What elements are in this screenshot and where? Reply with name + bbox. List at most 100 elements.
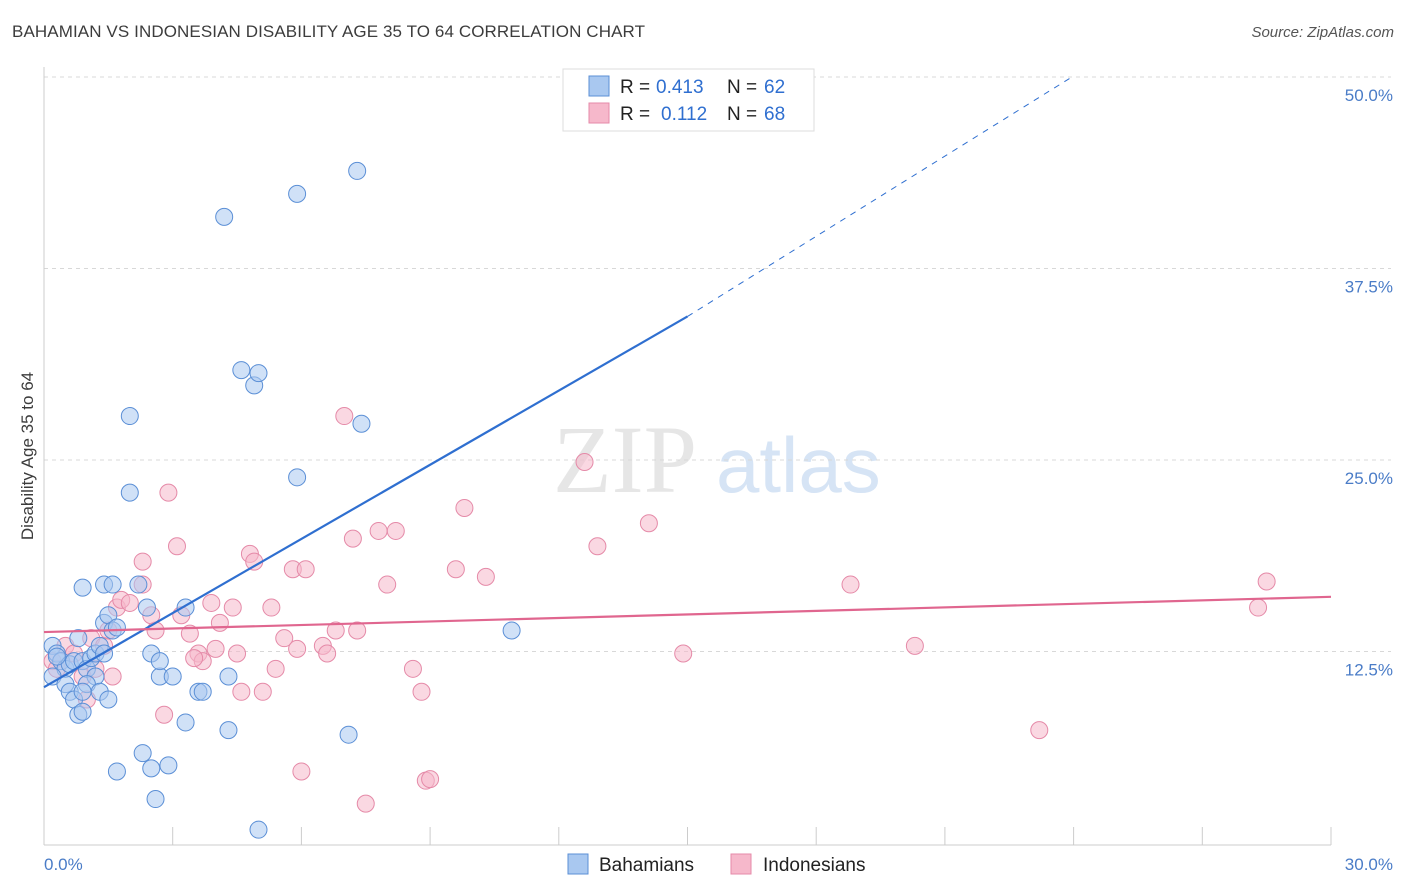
indonesian-point: [348, 621, 367, 640]
indonesian-point: [296, 560, 315, 579]
legend-r-label-2: R =: [620, 104, 650, 125]
trend-lines: [43, 75, 1332, 689]
legend-r-label-1: R =: [620, 77, 650, 98]
bottom-legend-swatch-bahamians: [567, 853, 589, 875]
indonesian-point: [202, 593, 221, 612]
indonesian-point: [146, 621, 165, 640]
bottom-legend-bahamians: Bahamians: [599, 855, 694, 876]
indonesian-point: [133, 552, 152, 571]
bahamian-point: [339, 725, 358, 744]
bahamian-point: [249, 364, 268, 383]
bahamian-point: [219, 721, 238, 740]
bahamian-point: [129, 575, 148, 594]
indonesian-point: [103, 667, 122, 686]
bahamian-point: [142, 759, 161, 778]
legend-swatch-bahamians: [588, 75, 610, 97]
bahamian-point: [502, 621, 521, 640]
axes: [43, 67, 1332, 846]
bahamian-point: [69, 629, 88, 648]
watermark-atlas: atlas: [716, 421, 881, 509]
indonesian-point: [841, 575, 860, 594]
indonesian-point: [1030, 721, 1049, 740]
legend-n-label-1: N =: [727, 77, 757, 98]
indonesian-point: [335, 407, 354, 426]
indonesian-point: [180, 624, 199, 643]
x-tick-label: 0.0%: [44, 855, 83, 874]
indonesian-point: [412, 682, 431, 701]
bottom-legend: Bahamians Indonesians: [567, 853, 865, 876]
bahamian-point: [288, 468, 307, 487]
bahamian-point: [159, 756, 178, 775]
bahamian-point: [99, 690, 118, 709]
bahamian-point: [120, 407, 139, 426]
y-tick-label: 25.0%: [1345, 469, 1393, 488]
indonesian-point: [206, 639, 225, 658]
bahamian-point: [120, 483, 139, 502]
bahamian-trend-extension: [687, 75, 1074, 317]
indonesian-point: [356, 794, 375, 813]
bahamian-point: [137, 598, 156, 617]
indonesian-point: [275, 629, 294, 648]
bahamian-point: [193, 682, 212, 701]
indonesian-point: [155, 705, 174, 724]
bahamian-point: [232, 361, 251, 380]
bahamian-point: [107, 618, 126, 637]
indonesian-point: [446, 560, 465, 579]
indonesian-point: [905, 636, 924, 655]
legend: R = 0.413 N = 62 R = 0.112 N = 68: [562, 68, 815, 132]
indonesian-point: [120, 593, 139, 612]
y-axis-label: Disability Age 35 to 64: [18, 372, 37, 540]
legend-n-value-2: 68: [764, 104, 785, 125]
indonesian-point: [159, 483, 178, 502]
indonesian-point: [476, 567, 495, 586]
chart-title: BAHAMIAN VS INDONESIAN DISABILITY AGE 35…: [12, 22, 646, 41]
indonesian-point: [588, 537, 607, 556]
legend-swatch-indonesians: [588, 102, 610, 124]
bahamian-point: [352, 414, 371, 433]
x-tick-label: 30.0%: [1345, 855, 1393, 874]
tick-labels: 12.5% 25.0% 37.5% 50.0% 0.0% 30.0%: [44, 86, 1393, 874]
y-tick-label: 12.5%: [1345, 661, 1393, 680]
indonesian-point: [421, 770, 440, 789]
indonesian-point: [326, 621, 345, 640]
bahamian-point: [146, 790, 165, 809]
indonesian-point: [674, 644, 693, 663]
y-tick-label: 50.0%: [1345, 86, 1393, 105]
bahamian-point: [73, 702, 92, 721]
indonesian-point: [1257, 572, 1276, 591]
indonesian-point: [292, 762, 311, 781]
indonesian-point: [378, 575, 397, 594]
indonesian-point: [639, 514, 658, 533]
indonesian-point: [262, 598, 281, 617]
bottom-legend-indonesians: Indonesians: [763, 855, 865, 876]
bahamian-point: [47, 647, 66, 666]
indonesian-point: [403, 659, 422, 678]
bahamian-point: [163, 667, 182, 686]
bahamian-point: [249, 820, 268, 839]
indonesian-point: [318, 644, 337, 663]
indonesian-point: [386, 521, 405, 540]
indonesian-point: [210, 613, 229, 632]
bahamian-point: [150, 652, 169, 671]
indonesian-point: [369, 521, 388, 540]
indonesian-point: [455, 498, 474, 517]
bahamian-point: [73, 578, 92, 597]
bahamian-point: [176, 713, 195, 732]
indonesian-point: [167, 537, 186, 556]
indonesian-point: [232, 682, 251, 701]
indonesian-point: [223, 598, 242, 617]
indonesian-point: [266, 659, 285, 678]
indonesian-point: [228, 644, 247, 663]
chart-source: Source: ZipAtlas.com: [1251, 24, 1394, 41]
indonesian-point: [288, 639, 307, 658]
bahamian-point: [133, 744, 152, 763]
bahamian-point: [288, 184, 307, 203]
legend-r-value-2: 0.112: [661, 104, 707, 125]
bahamian-point: [219, 667, 238, 686]
indonesian-point: [575, 453, 594, 471]
bahamian-trend-line: [43, 315, 689, 689]
bottom-legend-swatch-indonesians: [730, 853, 752, 875]
indonesian-point: [343, 529, 362, 548]
legend-r-value-1: 0.413: [656, 77, 704, 98]
